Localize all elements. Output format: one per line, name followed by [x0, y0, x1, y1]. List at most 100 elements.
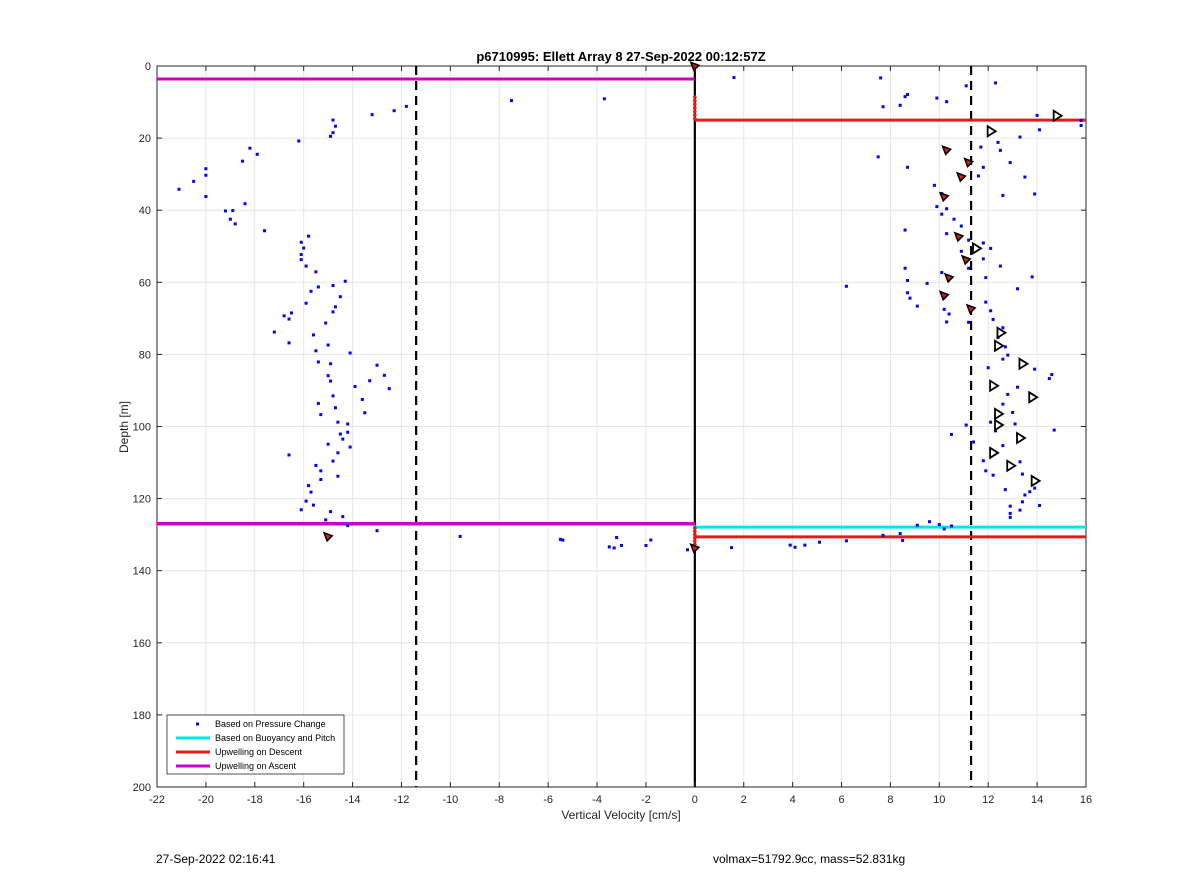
pressure-point	[346, 430, 350, 434]
pressure-point	[947, 312, 951, 316]
x-tick-label: -20	[198, 794, 214, 806]
pressure-point	[282, 314, 286, 318]
pressure-point	[558, 537, 562, 541]
pressure-point	[788, 543, 792, 547]
pressure-point	[959, 249, 963, 253]
pressure-point	[326, 343, 330, 347]
pressure-point	[844, 284, 848, 288]
depth-marker	[693, 526, 697, 530]
pressure-point	[615, 536, 619, 540]
reference-lines	[415, 66, 973, 787]
depth-marker	[693, 106, 697, 110]
pressure-point	[392, 109, 396, 113]
pressure-point	[204, 173, 208, 177]
chart-title: p6710995: Ellett Array 8 27-Sep-2022 00:…	[476, 49, 765, 64]
pressure-point	[994, 429, 998, 433]
pressure-point	[329, 134, 333, 138]
pressure-point	[898, 532, 902, 536]
open-triangle-marker	[986, 124, 998, 138]
depth-marker	[693, 539, 697, 543]
pressure-point	[649, 538, 653, 542]
pressure-point	[879, 76, 883, 80]
open-triangle-marker	[1006, 459, 1017, 473]
x-tick-label: 6	[838, 794, 844, 806]
pressure-point	[311, 503, 315, 507]
pressure-point	[945, 207, 949, 211]
pressure-point	[903, 228, 907, 232]
filled-triangle-marker	[943, 272, 955, 284]
pressure-point	[844, 539, 848, 543]
pressure-point	[950, 432, 954, 436]
pressure-point	[1003, 345, 1007, 349]
pressure-point	[346, 524, 350, 528]
pressure-point	[316, 285, 320, 289]
pressure-point	[319, 413, 323, 417]
y-tick-label: 160	[133, 638, 151, 650]
x-tick-label: 10	[933, 794, 945, 806]
x-tick-label: -14	[345, 794, 361, 806]
x-tick-label: -2	[641, 794, 651, 806]
pressure-point	[876, 155, 880, 159]
pressure-point	[307, 484, 311, 488]
pressure-point	[942, 307, 946, 311]
depth-marker	[693, 116, 697, 121]
pressure-point	[620, 543, 623, 547]
pressure-point	[964, 423, 968, 427]
pressure-point	[1018, 508, 1022, 512]
pressure-point	[368, 379, 372, 383]
pressure-point	[1016, 287, 1020, 291]
pressure-point	[998, 264, 1002, 268]
pressure-point	[937, 523, 941, 527]
pressure-point	[935, 96, 939, 100]
pressure-point	[686, 548, 690, 552]
pressure-point	[1001, 357, 1005, 361]
x-tick-label: 2	[741, 794, 747, 806]
pressure-point	[309, 490, 313, 494]
series-layer	[157, 77, 1086, 539]
pressure-point	[1023, 493, 1027, 497]
pressure-point	[331, 459, 335, 463]
pressure-point	[297, 139, 301, 143]
pressure-point	[898, 103, 902, 107]
pressure-point	[1033, 192, 1037, 196]
pressure-point	[607, 545, 611, 549]
pressure-point	[223, 209, 227, 213]
pressure-point	[192, 179, 196, 183]
pressure-point	[881, 533, 885, 537]
y-tick-label: 80	[139, 349, 151, 361]
depth-marker	[693, 529, 697, 534]
pressure-point	[314, 270, 318, 274]
pressure-point	[935, 205, 939, 209]
pressure-point	[940, 271, 944, 275]
pressure-point	[231, 209, 235, 213]
pressure-point	[331, 284, 335, 288]
x-tick-label: -18	[247, 794, 263, 806]
pressure-point	[370, 113, 374, 117]
pressure-point	[314, 463, 318, 467]
pressure-point	[945, 232, 949, 236]
pressure-point	[287, 341, 291, 345]
pressure-point	[331, 310, 335, 314]
pressure-point	[1006, 392, 1010, 396]
pressure-point	[333, 305, 337, 309]
pressure-point	[329, 379, 333, 383]
pressure-point	[1035, 113, 1039, 117]
x-tick-label: -6	[543, 794, 553, 806]
marker-layer	[177, 60, 1083, 554]
pressure-point	[302, 246, 306, 250]
pressure-point	[903, 266, 907, 270]
pressure-point	[991, 473, 995, 477]
filled-triangle-marker	[960, 254, 972, 266]
pressure-point	[945, 100, 949, 104]
pressure-point	[243, 202, 247, 206]
depth-marker	[693, 532, 697, 537]
pressure-point	[967, 238, 971, 242]
pressure-point	[329, 510, 333, 514]
pressure-point	[928, 520, 932, 524]
pressure-point	[309, 289, 313, 293]
pressure-point	[299, 253, 303, 257]
pressure-point	[324, 321, 328, 325]
y-axis-label: Depth [m]	[117, 401, 131, 453]
pressure-point	[1001, 193, 1005, 197]
open-triangle-marker	[1028, 390, 1039, 404]
